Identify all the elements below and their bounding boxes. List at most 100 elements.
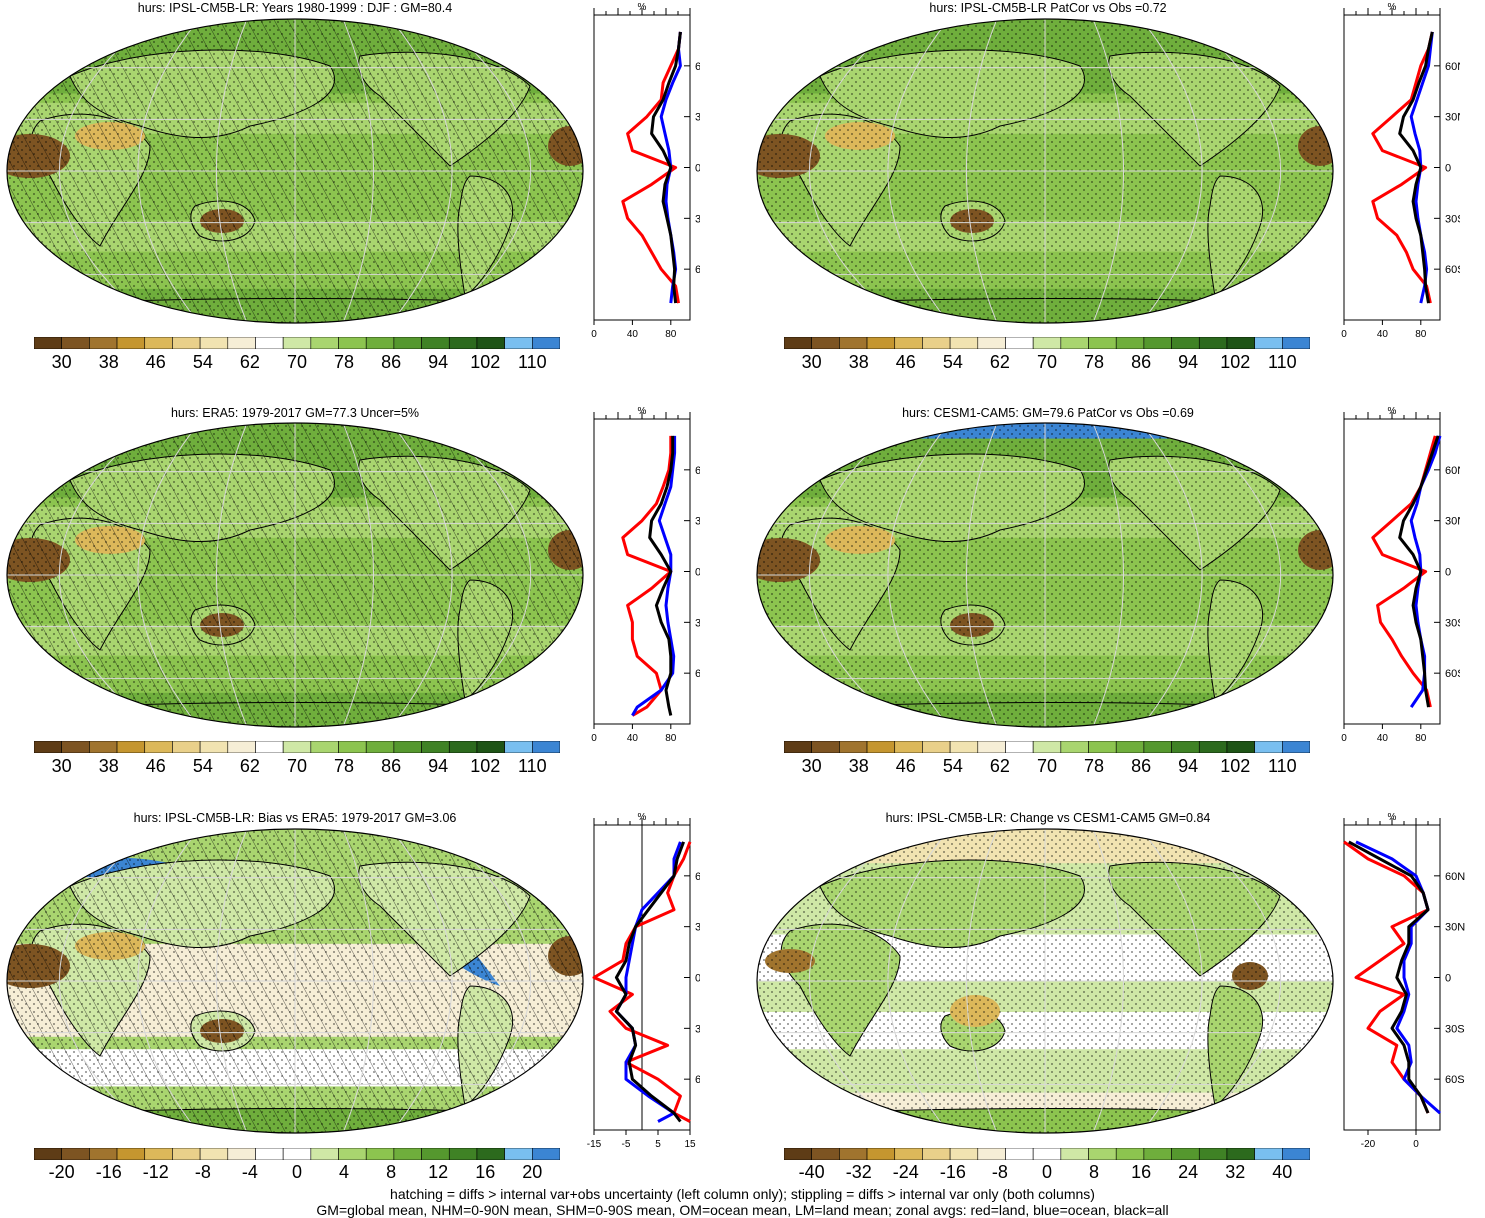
- colorbar-swatch: [338, 1148, 367, 1160]
- colorbar-swatch: [448, 337, 478, 349]
- colorbar-swatch: [310, 1148, 339, 1160]
- colorbar-swatch: [866, 1148, 896, 1160]
- colorbar-tick-label: -20: [48, 1162, 75, 1182]
- map-border: [756, 18, 1334, 324]
- colorbar-p2: [784, 337, 1310, 349]
- footer-note-1: hatching = diffs > internal var+obs unce…: [390, 1186, 1095, 1202]
- colorbar-swatch: [172, 1148, 201, 1160]
- colorbar-swatch: [89, 741, 118, 753]
- map-p2: [756, 18, 1334, 324]
- colorbar-tick-label: 86: [381, 756, 402, 776]
- colorbar-swatch: [421, 337, 450, 349]
- colorbar-tick-label: 38: [848, 352, 869, 372]
- colorbar-tick-label: 54: [192, 352, 213, 372]
- colorbar-tick-label: -40: [798, 1162, 825, 1182]
- colorbar-tick-label: 102: [1220, 756, 1251, 776]
- colorbar-tick-label: 46: [895, 352, 916, 372]
- colorbar-tick-label: -4: [241, 1162, 258, 1182]
- zonal-plot-p6: % -20 0 60N 30N 0 30S 60S: [1343, 812, 1465, 1150]
- colorbar-tick-label: 110: [517, 352, 547, 372]
- zonal-series-all: [1348, 840, 1430, 1114]
- colorbar-tick-label: 24: [1178, 1162, 1199, 1182]
- colorbar-swatch: [365, 337, 395, 349]
- map-p1: [6, 18, 584, 324]
- colorbar-swatch: [282, 1148, 312, 1160]
- colorbar-swatch: [894, 1148, 923, 1160]
- zonal-x-tick-label: -15: [587, 1139, 602, 1150]
- map-p6: [756, 828, 1334, 1134]
- panel-title: hurs: IPSL-CM5B-LR PatCor vs Obs =0.72: [929, 1, 1167, 15]
- colorbar-swatch: [1254, 337, 1283, 349]
- colorbar-tick-label: 38: [98, 352, 119, 372]
- panel-title: hurs: IPSL-CM5B-LR: Years 1980-1999 : DJ…: [137, 1, 453, 15]
- colorbar-p5: [34, 1148, 560, 1160]
- zonal-plot-p3: % 0 40 80 60N 30N 0 30S 60S: [591, 406, 700, 744]
- colorbar-swatch: [61, 337, 90, 349]
- zonal-lat-label: 30S: [695, 1023, 700, 1035]
- zonal-frame: [593, 418, 691, 725]
- graticule-lon: [887, 423, 950, 727]
- colorbar-swatch: [1060, 337, 1089, 349]
- colorbar-swatch: [839, 1148, 868, 1160]
- colorbar-swatch: [1226, 741, 1255, 753]
- colorbar-swatch: [448, 741, 478, 753]
- colorbar-swatch: [1115, 741, 1145, 753]
- zonal-lat-label: 30S: [695, 617, 700, 629]
- colorbar-swatch: [227, 1148, 256, 1160]
- colorbar-labels-p4: 30 38 46 54 62 70 78 86 94 102 110: [784, 756, 1310, 778]
- zonal-lat-label: 60N: [695, 871, 700, 883]
- graticule-lon: [809, 829, 902, 1133]
- colorbar-tick-label: 46: [895, 756, 916, 776]
- colorbar-swatch: [977, 337, 1006, 349]
- graticule-lon: [438, 19, 531, 323]
- colorbar-tick-label: 62: [239, 756, 260, 776]
- colorbar-swatch: [1115, 1148, 1145, 1160]
- colorbar-swatch: [144, 1148, 173, 1160]
- colorbar-tick-label: 70: [1036, 756, 1058, 776]
- colorbar-tick-label: 40: [1272, 1162, 1293, 1182]
- colorbar-swatch: [1171, 741, 1200, 753]
- colorbar-swatch: [1060, 741, 1089, 753]
- panel-title: hurs: IPSL-CM5B-LR: Bias vs ERA5: 1979-2…: [133, 811, 457, 825]
- colorbar-tick-label: 110: [1267, 352, 1297, 372]
- footer-note-2: GM=global mean, NHM=0-90N mean, SHM=0-90…: [316, 1202, 1169, 1218]
- colorbar-swatch: [532, 1148, 560, 1160]
- zonal-series-land: [621, 435, 673, 717]
- graticule-lon: [390, 829, 453, 1133]
- colorbar-tick-label: 20: [522, 1162, 543, 1182]
- zonal-plot-p1: % 0 40 80 60N 30N 0 30S 60S: [591, 2, 700, 340]
- zonal-x-tick-label: 80: [1415, 329, 1427, 340]
- zonal-x-tick-label: 80: [1415, 733, 1427, 744]
- map-field: [7, 829, 583, 1133]
- map-field: [757, 829, 1333, 1133]
- colorbar-swatch: [1171, 1148, 1200, 1160]
- graticule-lon: [809, 423, 902, 727]
- colorbar-swatch: [504, 337, 533, 349]
- zonal-series-all: [650, 31, 682, 304]
- colorbar-swatch: [116, 741, 146, 753]
- colorbar-swatch: [476, 337, 505, 349]
- graticule-lon: [137, 423, 200, 727]
- colorbar-tick-label: 70: [1036, 352, 1058, 372]
- map-border: [6, 422, 584, 728]
- zonal-x-tick-label: 0: [591, 329, 597, 340]
- colorbar-swatch: [1171, 337, 1200, 349]
- colorbar-swatch: [1088, 741, 1117, 753]
- graticule-lon: [887, 829, 950, 1133]
- graticule-lon: [59, 423, 152, 727]
- colorbar-swatch: [1143, 337, 1172, 349]
- colorbar-swatch: [1226, 337, 1255, 349]
- colorbar-tick-label: 78: [334, 756, 355, 776]
- colorbar-tick-label: 30: [51, 352, 72, 372]
- zonal-unit: %: [1388, 2, 1397, 13]
- graticule-lon: [342, 423, 375, 727]
- colorbar-tick-label: 16: [475, 1162, 496, 1182]
- colorbar-tick-label: -24: [892, 1162, 919, 1182]
- colorbar-swatch: [1115, 337, 1145, 349]
- colorbar-swatch: [338, 337, 367, 349]
- colorbar-labels-p6: -40 -32 -24 -16 -8 0 8 16 24 32 40: [784, 1162, 1310, 1184]
- colorbar-swatch: [144, 337, 173, 349]
- colorbar-tick-label: 70: [286, 756, 308, 776]
- colorbar-swatch: [1032, 741, 1062, 753]
- zonal-lat-label: 60S: [1445, 264, 1460, 276]
